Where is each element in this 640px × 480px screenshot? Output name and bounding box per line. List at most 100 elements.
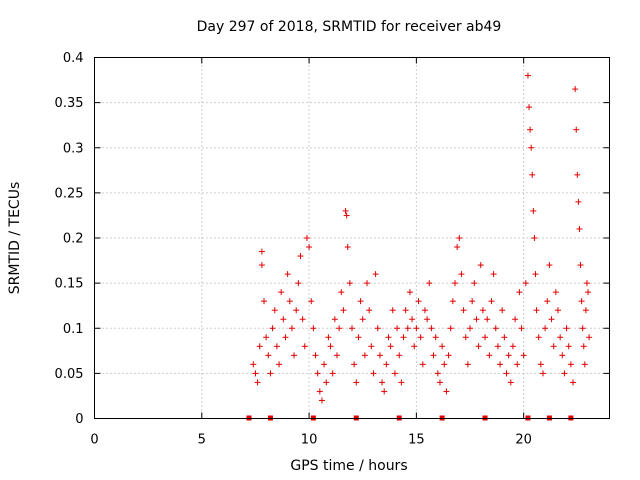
data-point (308, 298, 315, 305)
data-point (561, 370, 568, 377)
y-tick-label: 0.1 (63, 322, 84, 337)
data-point (548, 316, 555, 323)
data-point (349, 325, 355, 332)
data-point (357, 298, 364, 305)
data-point (417, 334, 424, 341)
data-point (261, 298, 268, 305)
data-point (269, 325, 276, 332)
data-point (258, 262, 265, 269)
data-point (381, 388, 388, 395)
data-point (436, 379, 443, 386)
data-point (385, 334, 392, 341)
data-point (288, 325, 295, 332)
data-point (575, 198, 582, 205)
data-point (527, 126, 534, 133)
data-point (327, 343, 334, 350)
data-point (576, 225, 583, 232)
data-point (441, 361, 448, 368)
data-point (306, 244, 313, 251)
y-axis-label: SRMTID / TECUs (7, 182, 23, 295)
data-point (409, 316, 416, 323)
data-point (475, 343, 482, 350)
data-point (501, 334, 508, 341)
data-point (497, 361, 504, 368)
data-point (329, 370, 336, 377)
data-point (421, 307, 428, 314)
data-point (387, 343, 394, 350)
data-point (471, 280, 478, 287)
data-point (535, 334, 542, 341)
data-point (563, 325, 570, 332)
data-point (258, 248, 265, 255)
data-point (389, 307, 396, 314)
data-point (343, 212, 350, 219)
data-point (428, 325, 435, 332)
data-point (394, 325, 401, 332)
data-point (336, 325, 343, 332)
data-point (338, 289, 345, 296)
data-point (280, 316, 287, 323)
data-point (411, 343, 418, 350)
data-point (447, 325, 454, 332)
data-point (516, 289, 523, 296)
y-axis-ticks: 0 0.05 0.1 0.15 0.2 0.25 0.3 0.35 0.4 (55, 51, 610, 427)
data-point (439, 343, 446, 350)
data-point (503, 370, 510, 377)
data-point (532, 271, 539, 278)
data-point (301, 343, 308, 350)
data-point (509, 343, 516, 350)
data-point (340, 307, 347, 314)
data-point (383, 361, 390, 368)
y-tick-label: 0 (75, 412, 83, 427)
data-point (522, 280, 529, 287)
data-point (550, 343, 557, 350)
data-point (413, 325, 420, 332)
data-point (533, 307, 540, 314)
y-tick-label: 0.15 (55, 277, 84, 292)
data-point (484, 316, 491, 323)
data-point (333, 352, 340, 359)
data-point (353, 379, 360, 386)
data-point (580, 343, 587, 350)
data-point (303, 235, 310, 241)
data-point (449, 298, 456, 305)
data-point (546, 262, 553, 269)
data-point (346, 280, 353, 287)
data-point (404, 325, 411, 332)
y-tick-label: 0.4 (63, 51, 84, 66)
data-point (406, 289, 413, 296)
data-point (452, 280, 458, 287)
data-point (531, 235, 538, 241)
data-point (462, 334, 469, 341)
data-point (574, 171, 581, 178)
data-point (299, 316, 306, 323)
x-tick-label: 5 (198, 433, 206, 448)
data-point (276, 361, 283, 368)
data-point (426, 280, 433, 287)
data-point (400, 334, 407, 341)
data-point (379, 379, 386, 386)
data-point (391, 370, 398, 377)
data-point (572, 86, 579, 93)
data-point (578, 298, 585, 305)
data-point (351, 361, 358, 368)
data-point (445, 352, 452, 359)
data-point (488, 298, 495, 305)
y-tick-label: 0.05 (55, 367, 84, 382)
data-point (582, 307, 589, 314)
x-tick-label: 10 (301, 433, 318, 448)
data-point (396, 352, 403, 359)
data-point (557, 334, 564, 341)
data-point (492, 325, 499, 332)
data-point (323, 379, 330, 386)
data-point (542, 325, 549, 332)
x-tick-label: 20 (515, 433, 532, 448)
x-axis-label: GPS time / hours (290, 458, 407, 474)
data-point (482, 334, 489, 341)
data-point (499, 307, 506, 314)
data-point (265, 352, 272, 359)
data-point (507, 379, 514, 386)
data-point (529, 171, 536, 178)
data-point (364, 280, 371, 287)
